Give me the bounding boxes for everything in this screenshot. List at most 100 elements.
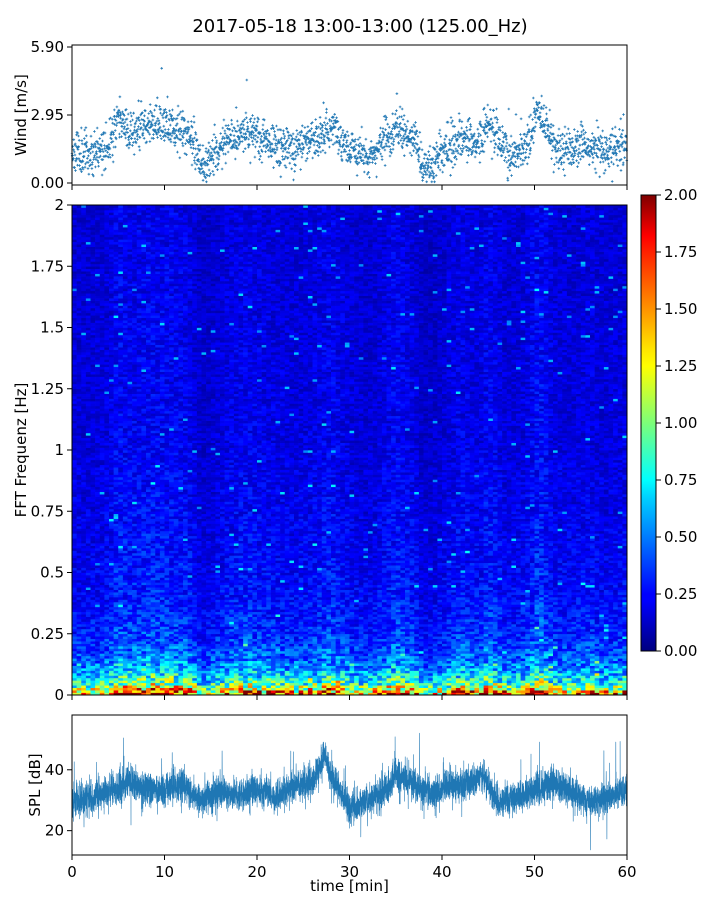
spectrogram-cell: [493, 646, 498, 649]
spectrogram-cell: [567, 629, 572, 632]
spectrogram-cell: [359, 656, 364, 659]
spectrogram-cell: [229, 675, 234, 678]
spectrogram-cell: [303, 629, 308, 632]
spectrogram-cell: [146, 599, 151, 602]
spectrogram-cell: [141, 599, 146, 602]
spectrogram-cell: [289, 626, 294, 629]
spectrogram-cell: [359, 609, 364, 612]
spectrogram-cell: [470, 619, 475, 622]
spectrogram-cell: [239, 690, 244, 693]
spectrogram-cell: [461, 636, 466, 639]
spectrogram-cell: [613, 629, 618, 632]
spectrogram-cell: [248, 607, 253, 610]
spectrogram-cell: [548, 653, 553, 656]
spectrogram-cell: [548, 646, 553, 649]
spectrogram-cell: [243, 646, 248, 649]
spectrogram-cell: [363, 629, 368, 632]
spectrogram-cell: [451, 597, 456, 600]
spectrogram-cell: [618, 595, 623, 598]
spectrogram-cell: [215, 631, 220, 634]
spectrogram-cell: [317, 648, 322, 651]
spectrogram-cell: [220, 673, 225, 676]
spectrogram-cell: [548, 622, 553, 625]
spectrogram-cell: [234, 597, 239, 600]
spectrogram-cell: [377, 646, 382, 649]
spectrogram-cell: [428, 663, 433, 666]
spectrogram-cell: [474, 671, 479, 674]
spectrogram-cell: [405, 617, 410, 620]
spectrogram-cell: [414, 678, 419, 681]
spectrogram-cell: [169, 648, 174, 651]
spectrogram-cell: [414, 648, 419, 651]
spectrogram-cell: [377, 680, 382, 683]
spectrogram-cell: [128, 666, 133, 669]
spectrogram-cell: [81, 683, 86, 686]
spectrogram-cell: [609, 599, 614, 602]
spectrogram-cell: [234, 661, 239, 664]
spectrogram-cell: [400, 614, 405, 617]
spectrogram-cell: [567, 653, 572, 656]
spectrogram-cell: [474, 626, 479, 629]
spectrogram-cell: [239, 597, 244, 600]
spectrogram-cell: [479, 678, 484, 681]
spectrogram-cell: [72, 592, 77, 595]
spectrogram-cell: [456, 646, 461, 649]
spectrogram-cell: [535, 653, 540, 656]
spectrogram-cell: [525, 675, 530, 678]
spectrogram-cell: [340, 636, 345, 639]
spectrogram-cell: [345, 631, 350, 634]
spectrogram-cell: [456, 617, 461, 620]
spectrogram-cell: [465, 624, 470, 627]
spectrogram-cell: [456, 644, 461, 647]
spectrogram-cell: [262, 609, 267, 612]
spectrogram-cell: [165, 658, 170, 661]
spectrogram-cell: [581, 599, 586, 602]
spectrogram-cell: [414, 617, 419, 620]
spectrogram-cell: [276, 653, 281, 656]
spectrogram-cell: [280, 666, 285, 669]
spectrogram-cell: [345, 651, 350, 654]
spectrogram-cell: [211, 619, 216, 622]
spectrogram-cell: [511, 612, 516, 615]
spectrogram-cell: [100, 592, 105, 595]
spectrogram-cell: [419, 609, 424, 612]
spectrogram-cell: [391, 673, 396, 676]
spectrogram-cell: [104, 656, 109, 659]
spectrogram-cell: [451, 624, 456, 627]
spectrogram-cell: [539, 656, 544, 659]
spectrogram-cell: [299, 690, 304, 693]
spectrogram-cell: [146, 619, 151, 622]
spectrogram-cell: [132, 683, 137, 686]
spectrogram-cell: [276, 666, 281, 669]
spectrogram-cell: [229, 688, 234, 691]
spectrogram-cell: [391, 678, 396, 681]
spectrogram-cell: [197, 683, 202, 686]
spectrogram-cell: [451, 661, 456, 664]
spectrogram-cell: [387, 636, 392, 639]
spectrogram-cell: [599, 599, 604, 602]
spectrogram-cell: [280, 595, 285, 598]
spectrogram-cell: [595, 646, 600, 649]
spectrogram-cell: [359, 680, 364, 683]
spectrogram-cell: [308, 651, 313, 654]
spectrogram-cell: [257, 646, 262, 649]
spectrogram-cell: [387, 641, 392, 644]
spectrogram-cell: [576, 604, 581, 607]
spectrogram-cell: [363, 622, 368, 625]
spectrogram-cell: [493, 631, 498, 634]
spectrogram-cell: [178, 666, 183, 669]
spectrogram-cell: [137, 639, 142, 642]
spectrogram-cell: [484, 634, 489, 637]
spectrogram-cell: [382, 602, 387, 605]
spectrogram-cell: [405, 599, 410, 602]
spectrogram-cell: [414, 646, 419, 649]
spectrogram-cell: [169, 619, 174, 622]
spectrogram-cell: [206, 678, 211, 681]
spectrogram-cell: [604, 673, 609, 676]
spectrogram-cell: [72, 678, 77, 681]
spectrogram-cell: [81, 595, 86, 598]
spectrogram-cell: [377, 607, 382, 610]
spectrogram-cell: [322, 653, 327, 656]
spectrogram-cell: [118, 604, 123, 607]
spectrogram-cell: [331, 639, 336, 642]
